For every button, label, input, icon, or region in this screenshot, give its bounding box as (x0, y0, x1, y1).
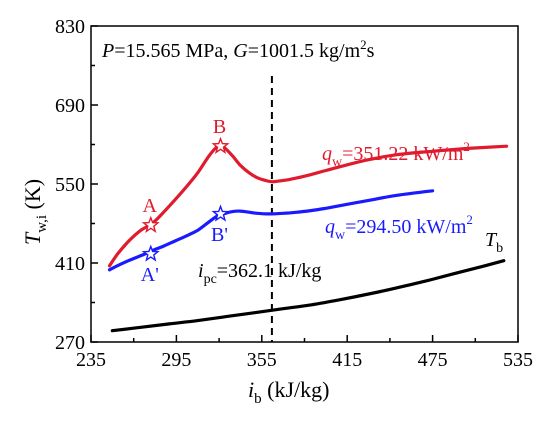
series-label-red: qw=351.22 kW/m2 (322, 139, 470, 170)
x-tick-label: 475 (418, 349, 448, 371)
marker-label: A' (141, 264, 159, 286)
markers-group: A B A' B' (141, 116, 230, 286)
x-tick-label: 295 (161, 349, 191, 371)
series-group (107, 143, 509, 333)
y-tick-label: 690 (55, 95, 85, 117)
y-ticks: 270 410 550 690 830 (55, 16, 98, 354)
plot-frame (90, 25, 519, 343)
marker-star (141, 215, 160, 233)
series-line-qw-351 (107, 143, 509, 268)
marker-star (211, 136, 230, 154)
pc-label: ipc=362.1 kJ/kg (198, 260, 321, 287)
header-annotation: P=15.565 MPa, G=1001.5 kg/m2s (101, 37, 375, 62)
marker-label: B' (211, 224, 228, 246)
y-axis-label: Tw,i (K) (20, 179, 50, 245)
y-tick-label: 410 (55, 253, 85, 275)
y-tick-label: 270 (55, 332, 85, 354)
x-tick-label: 535 (503, 349, 533, 371)
x-axis-label: ib (kJ/kg) (248, 377, 329, 407)
x-tick-label: 235 (76, 349, 106, 371)
x-tick-label: 415 (332, 349, 362, 371)
series-line-tb (110, 259, 506, 333)
marker-star (211, 204, 230, 222)
x-ticks: 235 295 355 415 475 535 (76, 335, 533, 371)
y-tick-label: 830 (55, 16, 85, 38)
x-tick-label: 355 (247, 349, 277, 371)
marker-label: A (143, 195, 158, 217)
series-label-tb: Tb (485, 229, 503, 256)
series-label-blue: qw=294.50 kW/m2 (325, 212, 473, 243)
marker-label: B (213, 116, 226, 138)
marker-star (141, 244, 160, 262)
y-tick-label: 550 (55, 174, 85, 196)
